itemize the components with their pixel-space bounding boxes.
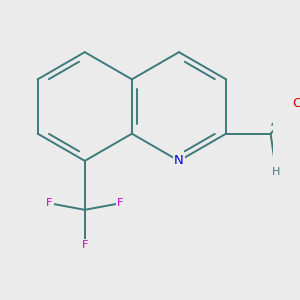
Text: N: N bbox=[174, 154, 184, 167]
Text: F: F bbox=[82, 240, 88, 250]
Text: O: O bbox=[292, 97, 300, 110]
Text: F: F bbox=[117, 198, 123, 208]
Text: F: F bbox=[46, 198, 52, 208]
Text: H: H bbox=[272, 167, 280, 177]
